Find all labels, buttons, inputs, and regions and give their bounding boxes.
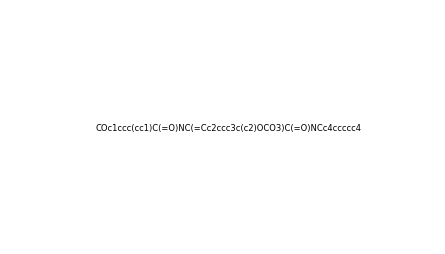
Text: COc1ccc(cc1)C(=O)NC(=Cc2ccc3c(c2)OCO3)C(=O)NCc4ccccc4: COc1ccc(cc1)C(=O)NC(=Cc2ccc3c(c2)OCO3)C(…	[95, 124, 361, 133]
